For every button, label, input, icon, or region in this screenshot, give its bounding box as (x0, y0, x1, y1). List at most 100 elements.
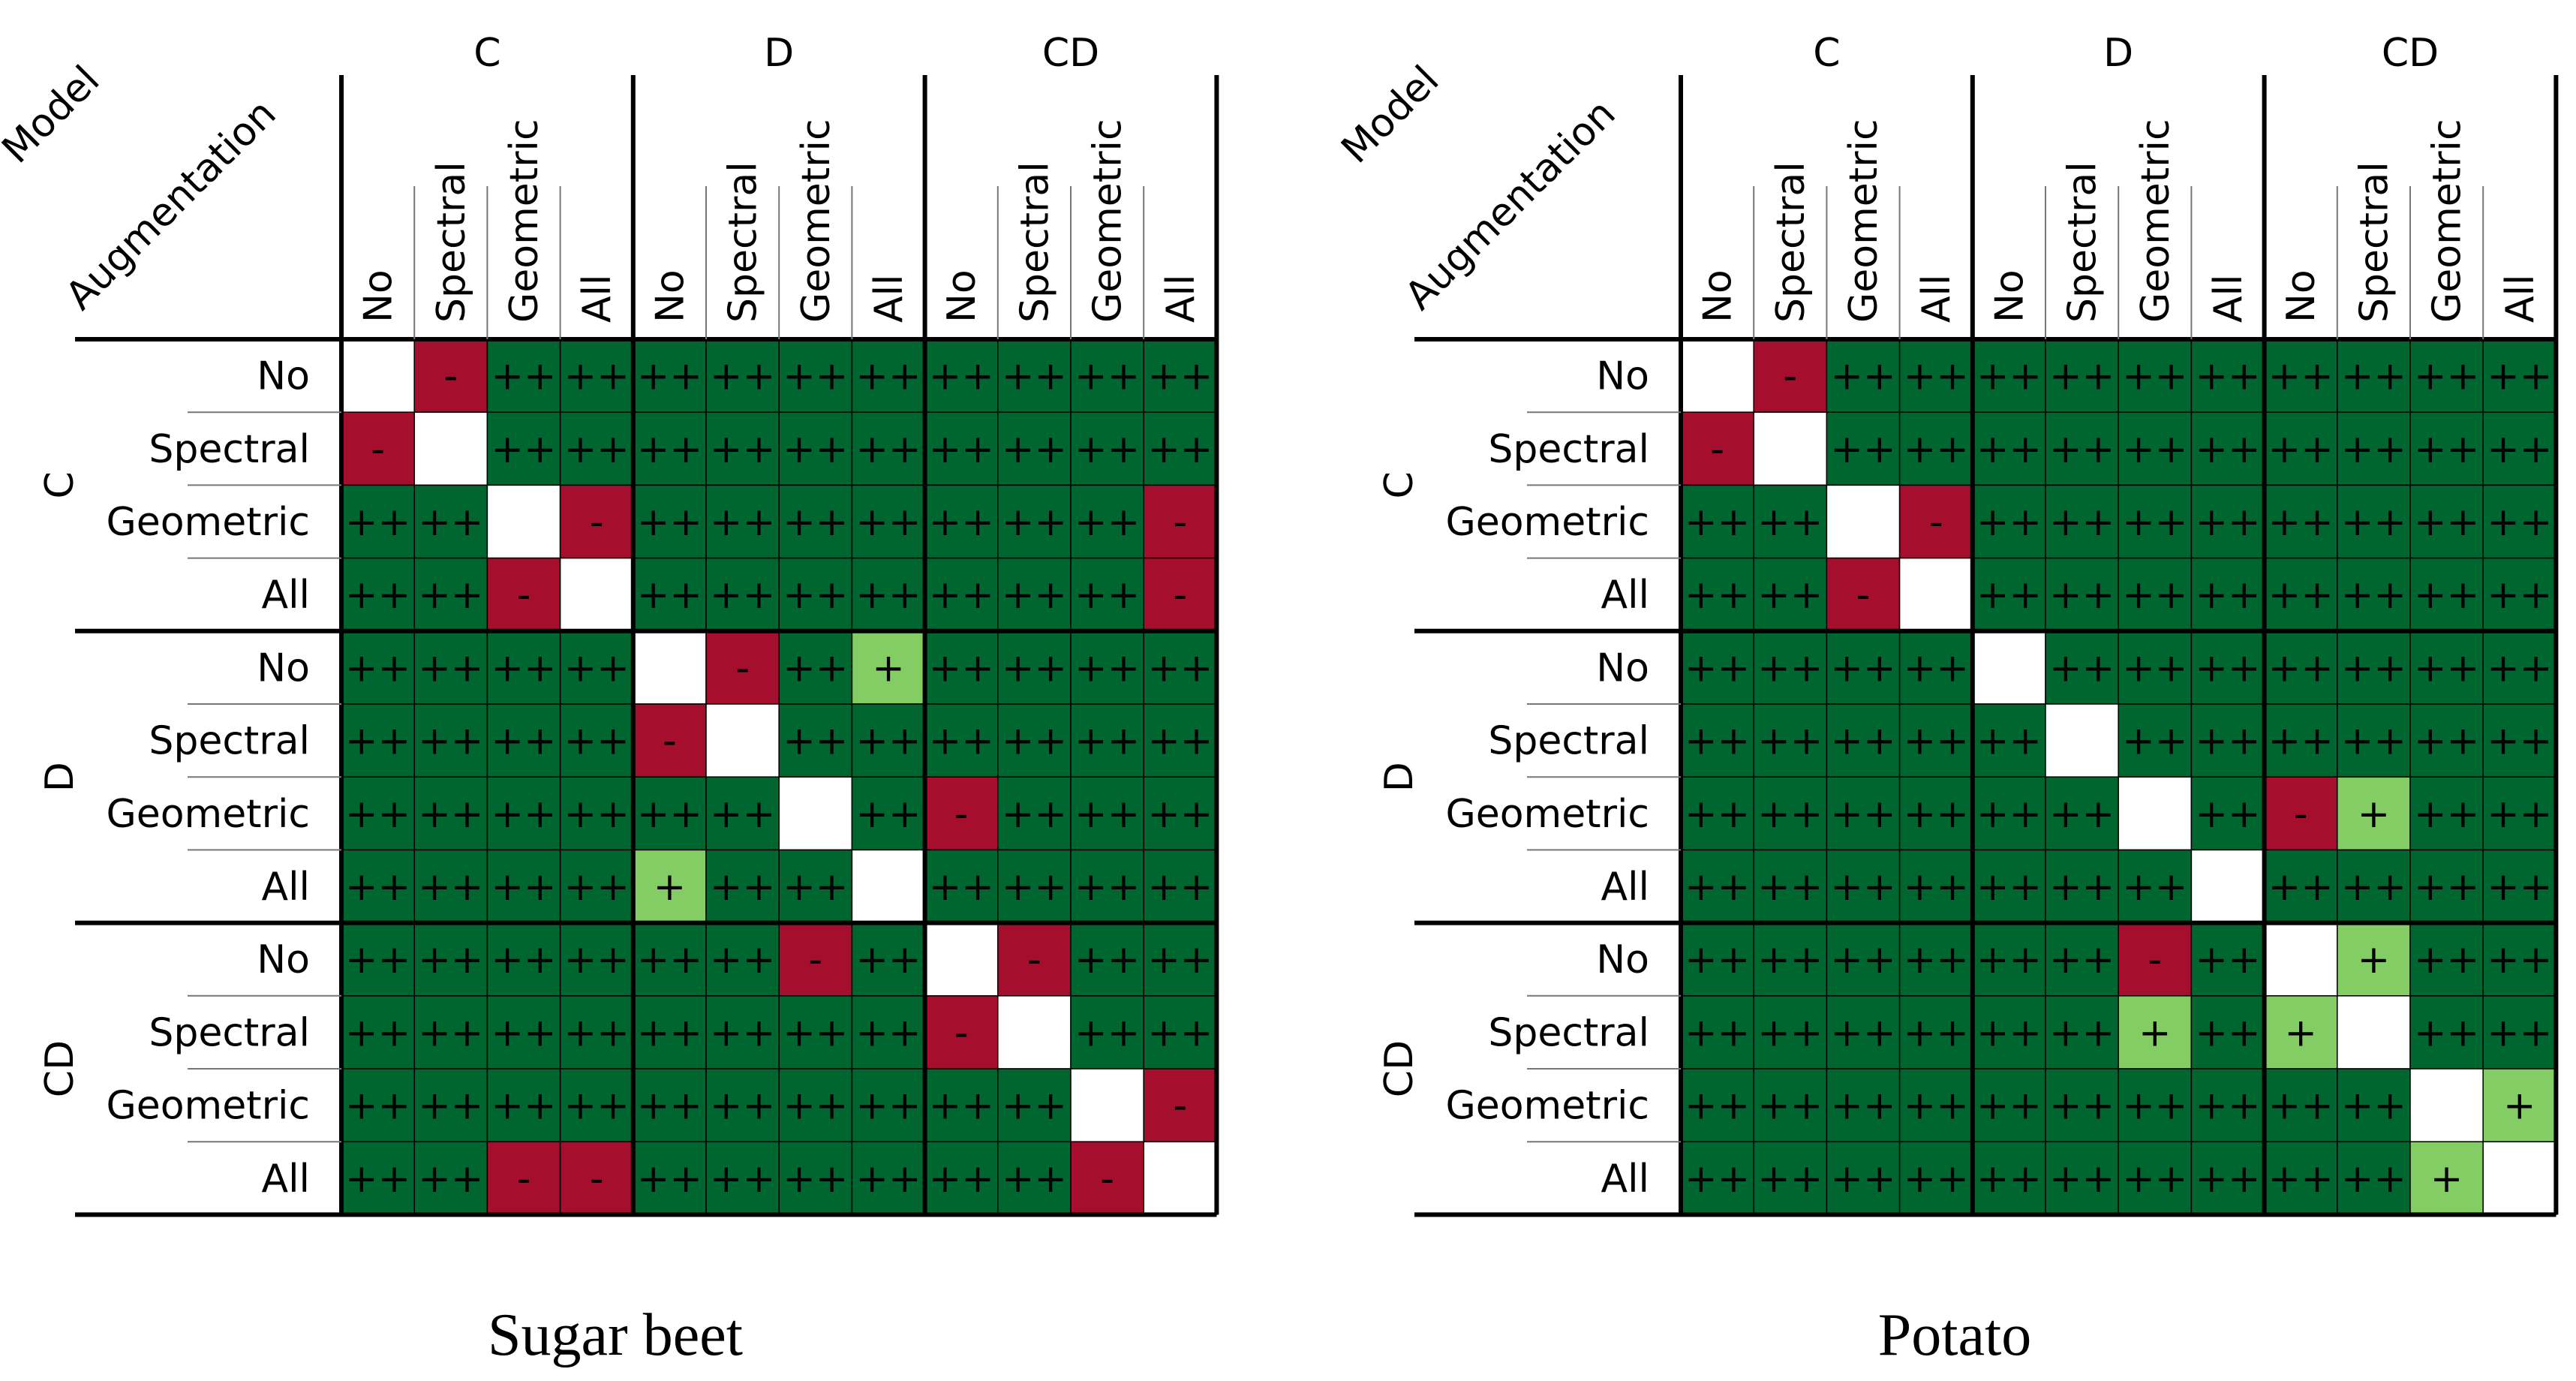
cell-symbol: ++ (710, 937, 775, 982)
row-augmentation-label: All (262, 573, 310, 618)
cell-symbol: ++ (2049, 1157, 2115, 1202)
heatmap-cell (2482, 630, 2557, 705)
cell-symbol: ++ (1976, 500, 2042, 545)
heatmap-cell (1753, 338, 1828, 413)
heatmap-cell (486, 630, 561, 705)
row-group-label: C (38, 471, 83, 498)
heatmap-cell (924, 922, 999, 997)
cell-symbol: ++ (2341, 500, 2406, 545)
cell-symbol: ++ (1904, 1010, 1969, 1055)
cell-symbol: ++ (2049, 865, 2115, 910)
heatmap-cell (705, 922, 780, 997)
heatmap-cell (486, 557, 561, 632)
cell-symbol: ++ (1904, 1084, 1969, 1129)
cell-symbol: ++ (2487, 719, 2552, 764)
cell-symbol: ++ (2487, 937, 2552, 982)
cell-symbol: + (654, 865, 687, 910)
cell-symbol: ++ (2487, 865, 2552, 910)
cell-symbol: ++ (491, 427, 556, 472)
heatmap-cell (2190, 1068, 2265, 1142)
cell-symbol: ++ (637, 1010, 702, 1055)
column-augmentation-label: Spectral (2352, 161, 2397, 323)
column-augmentation-label: Spectral (1012, 161, 1057, 323)
heatmap-cell (2482, 1141, 2557, 1216)
cell-symbol: - (1100, 1157, 1114, 1202)
row-augmentation-label: Geometric (106, 500, 310, 545)
heatmap-cell (1753, 411, 1828, 486)
column-group-label: D (2103, 31, 2133, 76)
cell-symbol: - (954, 1010, 969, 1055)
cell-symbol: + (872, 645, 905, 690)
cell-symbol: ++ (491, 645, 556, 690)
cell-symbol: ++ (1075, 865, 1140, 910)
cell-symbol: ++ (491, 719, 556, 764)
heatmap-cell (633, 557, 707, 632)
heatmap-cell (341, 995, 415, 1070)
row-augmentation-label: Spectral (149, 719, 310, 764)
heatmap-cell (486, 995, 561, 1070)
heatmap-cell (1753, 1068, 1828, 1142)
heatmap-cell (2482, 703, 2557, 778)
heatmap-cell (1826, 1068, 1901, 1142)
cell-symbol: ++ (2195, 354, 2260, 399)
heatmap-cell (778, 338, 853, 413)
heatmap-cell (997, 630, 1072, 705)
heatmap-cell (2190, 557, 2265, 632)
row-augmentation-label: Spectral (149, 427, 310, 472)
heatmap-cell (2118, 630, 2193, 705)
column-group-label: CD (1042, 31, 1099, 76)
cell-symbol: - (735, 645, 750, 690)
heatmap-cell (341, 338, 415, 413)
heatmap-cell (1898, 703, 1973, 778)
cell-symbol: ++ (2414, 865, 2479, 910)
row-group-label: CD (38, 1040, 83, 1097)
heatmap-cell (633, 849, 707, 924)
cell-symbol: ++ (2487, 500, 2552, 545)
cell-symbol: ++ (2487, 427, 2552, 472)
cell-symbol: ++ (1904, 719, 1969, 764)
heatmap-cell (2482, 557, 2557, 632)
heatmap-cell (705, 849, 780, 924)
row-augmentation-label: All (1601, 865, 1649, 910)
cell-symbol: ++ (345, 500, 410, 545)
cell-symbol: ++ (1904, 937, 1969, 982)
heatmap-cell (778, 922, 853, 997)
row-augmentation-label: Spectral (1488, 1010, 1649, 1055)
cell-symbol: ++ (345, 792, 410, 837)
heatmap-cell (341, 1141, 415, 1216)
cell-symbol: ++ (2341, 354, 2406, 399)
row-augmentation-label: Spectral (149, 1010, 310, 1055)
row-augmentation-label: All (262, 865, 310, 910)
cell-symbol: ++ (1002, 354, 1067, 399)
heatmap-cell (486, 922, 561, 997)
heatmap-cell (2482, 849, 2557, 924)
cell-symbol: ++ (637, 1157, 702, 1202)
heatmap-cell (2190, 922, 2265, 997)
cell-symbol: ++ (2268, 427, 2334, 472)
cell-symbol: ++ (2122, 427, 2187, 472)
cell-symbol: ++ (2195, 719, 2260, 764)
cell-symbol: ++ (855, 1157, 921, 1202)
heatmap-cell (1070, 557, 1144, 632)
heatmap-cell (851, 922, 926, 997)
cell-symbol: ++ (1147, 865, 1213, 910)
cell-symbol: ++ (783, 719, 848, 764)
cell-symbol: ++ (345, 719, 410, 764)
cell-symbol: ++ (1757, 719, 1823, 764)
heatmap-cell (633, 338, 707, 413)
heatmap-cell (705, 630, 780, 705)
cell-symbol: ++ (564, 719, 630, 764)
cell-symbol: ++ (2414, 1010, 2479, 1055)
heatmap-cell (1826, 776, 1901, 851)
cell-symbol: - (954, 792, 969, 837)
cell-symbol: ++ (418, 1010, 483, 1055)
heatmap-cell (1826, 703, 1901, 778)
heatmap-cell (1898, 1068, 1973, 1142)
heatmap-cell (2337, 1141, 2411, 1216)
row-augmentation-label: No (257, 937, 310, 982)
cell-symbol: ++ (855, 573, 921, 618)
heatmap-cell (997, 1068, 1072, 1142)
cell-symbol: ++ (2268, 1084, 2334, 1129)
cell-symbol: ++ (1904, 792, 1969, 837)
heatmap-cell (924, 411, 999, 486)
